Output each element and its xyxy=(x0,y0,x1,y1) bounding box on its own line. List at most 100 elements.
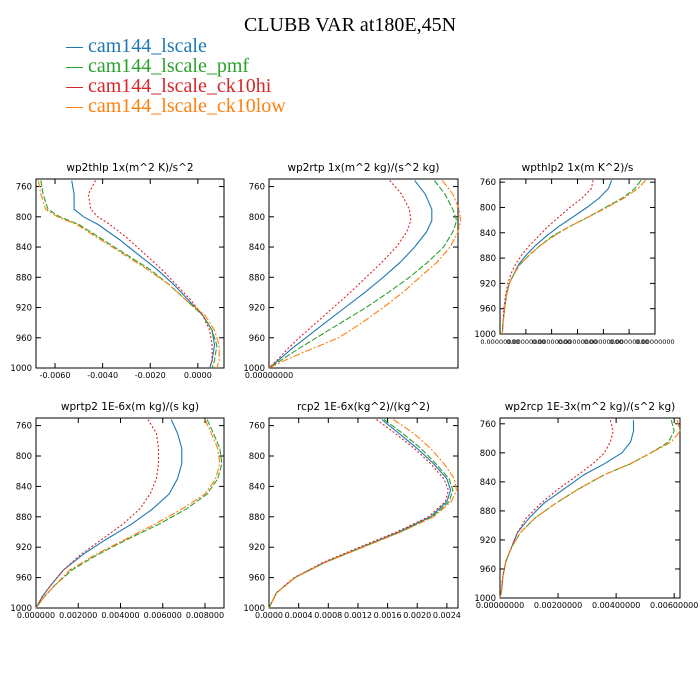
x-tick-label: 0.00000000 xyxy=(480,338,519,346)
figure-title: CLUBB VAR at180E,45N xyxy=(243,14,457,36)
series-line xyxy=(268,180,458,369)
x-tick-label: 0.008000 xyxy=(186,611,224,620)
y-tick-label: 760 xyxy=(16,183,32,193)
x-tick-label: 0.00000000 xyxy=(532,338,571,346)
x-tick-label: 0.000000 xyxy=(17,611,55,620)
series-line xyxy=(35,419,221,609)
y-tick-label: 840 xyxy=(480,229,496,239)
x-tick-label: 0.00400000 xyxy=(592,601,640,610)
y-tick-label: 840 xyxy=(16,243,32,253)
x-tick-label: 0.0000 xyxy=(255,611,283,620)
y-tick-label: 960 xyxy=(249,574,265,584)
series-line xyxy=(268,180,462,369)
series-line xyxy=(268,419,458,609)
x-tick-label: -0.0060 xyxy=(40,371,71,380)
chart-panel: wp2rtp 1x(m^2 kg)/(s^2 kg) 760 800 840 880 92… xyxy=(243,162,462,380)
series-line xyxy=(37,180,220,369)
series-line xyxy=(499,420,675,599)
plot-frame xyxy=(35,417,225,609)
series-line xyxy=(71,180,216,369)
x-tick-label: 0.00000000 xyxy=(635,338,674,346)
y-tick-label: 760 xyxy=(16,422,32,432)
x-tick-label: 0.00000000 xyxy=(609,338,648,346)
series-line xyxy=(499,420,635,599)
y-tick-label: 1000 xyxy=(243,364,265,374)
chart-panel: wprtp2 1E-6x(m kg)/(s kg) 760 800 840 880 920… xyxy=(10,401,225,620)
y-tick-label: 960 xyxy=(480,305,496,315)
series-line xyxy=(501,179,642,335)
legend-label: cam144_lscale_ck10low xyxy=(88,95,286,117)
y-tick-label: 840 xyxy=(480,478,496,488)
y-tick-label: 920 xyxy=(16,304,32,314)
series-line xyxy=(35,419,183,609)
y-tick-label: 880 xyxy=(249,273,265,283)
panel-title: rcp2 1E-6x(kg^2)/(kg^2) xyxy=(297,401,430,413)
y-tick-label: 840 xyxy=(16,482,32,492)
x-tick-label: 0.00000000 xyxy=(476,601,524,610)
series-line xyxy=(35,419,160,609)
y-tick-label: 760 xyxy=(249,183,265,193)
x-tick-label: 0.00000000 xyxy=(584,338,623,346)
x-tick-label: 0.0016 xyxy=(374,611,402,620)
panel-title: wp2rtp 1x(m^2 kg)/(s^2 kg) xyxy=(287,162,439,174)
x-tick-label: 0.0012 xyxy=(344,611,372,620)
y-tick-label: 760 xyxy=(480,178,496,188)
series-line xyxy=(499,420,614,599)
y-tick-label: 800 xyxy=(480,203,496,213)
x-tick-label: 0.00000000 xyxy=(558,338,597,346)
y-tick-label: 800 xyxy=(16,213,32,223)
y-tick-label: 880 xyxy=(249,513,265,523)
series-line xyxy=(268,180,433,369)
series-line xyxy=(268,419,449,609)
series-line xyxy=(87,180,213,369)
panel-title: wp2rcp 1E-3x(m^2 kg)/(s^2 kg) xyxy=(505,401,676,413)
y-tick-label: 920 xyxy=(480,279,496,289)
series-line xyxy=(268,419,454,609)
plot-frame xyxy=(268,178,459,369)
legend-label: cam144_lscale xyxy=(88,35,207,57)
y-tick-label: 880 xyxy=(480,507,496,517)
x-tick-label: -0.0040 xyxy=(87,371,118,380)
y-tick-label: 1000 xyxy=(474,594,496,604)
legend-swatch xyxy=(66,67,83,68)
series-line xyxy=(501,179,647,335)
panel-title: wpthlp2 1x(m K^2)/s xyxy=(522,162,634,174)
y-tick-label: 760 xyxy=(480,420,496,430)
series-line xyxy=(499,420,681,599)
series-line xyxy=(268,180,412,369)
chart-panel: wp2rcp 1E-3x(m^2 kg)/(s^2 kg) 760 800 840 88… xyxy=(474,401,698,610)
y-tick-label: 880 xyxy=(16,273,32,283)
legend-label: cam144_lscale_ck10hi xyxy=(88,75,272,97)
x-tick-label: 0.00000000 xyxy=(506,338,545,346)
chart-panel: wp2thlp 1x(m^2 K)/s^2 760 800 840 880 920 960 1… xyxy=(10,162,225,380)
series-line xyxy=(501,180,594,335)
chart-panel: wpthlp2 1x(m K^2)/s 760 800 840 880 920 960 100… xyxy=(474,162,674,346)
x-tick-label: 0.00200000 xyxy=(534,601,582,610)
x-tick-label: 0.0008 xyxy=(314,611,342,620)
y-tick-label: 1000 xyxy=(474,330,496,340)
x-tick-label: -0.0020 xyxy=(135,371,166,380)
y-tick-label: 1000 xyxy=(243,604,265,614)
y-tick-label: 1000 xyxy=(10,604,32,614)
plot-frame xyxy=(268,417,459,609)
y-tick-label: 760 xyxy=(249,422,265,432)
series-line xyxy=(501,180,613,335)
y-tick-label: 960 xyxy=(16,574,32,584)
y-tick-label: 840 xyxy=(249,243,265,253)
series-line xyxy=(268,419,452,609)
y-tick-label: 920 xyxy=(16,543,32,553)
series-line xyxy=(40,180,218,369)
x-tick-label: 0.00600000 xyxy=(650,601,698,610)
legend-swatch xyxy=(66,107,83,108)
x-tick-label: 0.00000000 xyxy=(245,371,293,380)
panel-title: wp2thlp 1x(m^2 K)/s^2 xyxy=(66,162,193,174)
x-tick-label: 0.0020 xyxy=(403,611,431,620)
y-tick-label: 800 xyxy=(249,452,265,462)
plot-frame xyxy=(35,178,225,369)
y-tick-label: 880 xyxy=(16,513,32,523)
x-tick-label: 0.004000 xyxy=(101,611,139,620)
x-tick-label: 0.0000 xyxy=(184,371,212,380)
y-tick-label: 920 xyxy=(249,543,265,553)
